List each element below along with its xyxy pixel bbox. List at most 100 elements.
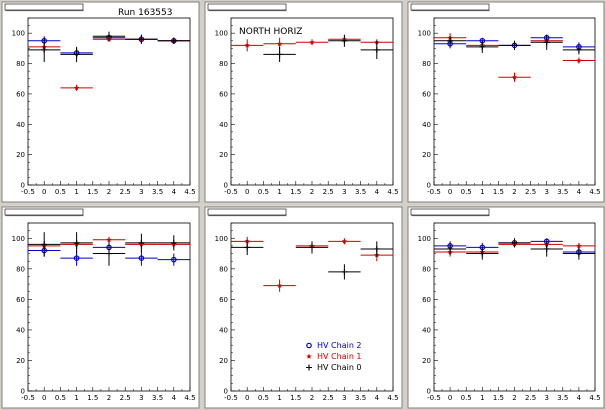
legend-label: HV Chain 1 xyxy=(317,352,362,361)
y-tick-label: 60 xyxy=(422,90,431,98)
x-tick-label: 1 xyxy=(480,188,484,196)
x-tick-label: 2.5 xyxy=(525,394,536,402)
data-point xyxy=(106,237,112,243)
panel-title-box xyxy=(207,3,287,11)
y-tick-label: 100 xyxy=(418,30,431,38)
x-tick-label: 1.5 xyxy=(87,394,98,402)
x-tick-label: 1.5 xyxy=(87,188,98,196)
data-point xyxy=(576,243,582,249)
data-point xyxy=(276,51,283,58)
x-tick-label: -0.5 xyxy=(224,188,238,196)
y-tick-label: 80 xyxy=(16,265,25,273)
data-point xyxy=(170,239,177,246)
y-tick-label: 80 xyxy=(219,265,228,273)
x-tick-label: 0.5 xyxy=(55,188,66,196)
x-tick-label: 0.5 xyxy=(461,394,472,402)
y-tick-label: 40 xyxy=(219,326,228,334)
data-point xyxy=(106,33,112,40)
panel-annotation: NORTH HORIZ xyxy=(239,27,302,37)
y-tick-label: 20 xyxy=(16,151,25,159)
series-2 xyxy=(434,238,595,260)
y-tick-label: 40 xyxy=(16,121,25,129)
x-tick-label: -0.5 xyxy=(427,188,441,196)
data-point xyxy=(575,250,582,257)
data-point xyxy=(511,74,518,80)
x-tick-label: 1.5 xyxy=(493,188,504,196)
x-tick-label: -0.5 xyxy=(21,394,35,402)
x-tick-label: 2 xyxy=(512,394,516,402)
x-tick-label: 3 xyxy=(544,188,548,196)
y-tick-label: 0 xyxy=(427,388,431,396)
x-tick-label: 2 xyxy=(107,188,111,196)
data-point xyxy=(373,245,380,252)
y-tick-label: 20 xyxy=(219,357,228,365)
data-point xyxy=(73,255,80,261)
y-tick-label: 100 xyxy=(12,30,25,38)
y-tick-label: 100 xyxy=(12,235,25,243)
x-tick-label: 4 xyxy=(172,394,177,402)
series-2 xyxy=(28,232,190,266)
x-tick-label: 1.5 xyxy=(493,394,504,402)
data-point xyxy=(543,39,550,46)
x-tick-label: 1 xyxy=(277,188,281,196)
x-tick-label: 3.5 xyxy=(557,394,568,402)
data-point xyxy=(276,41,283,47)
y-tick-label: 100 xyxy=(418,235,431,243)
x-tick-label: 3 xyxy=(342,394,346,402)
x-tick-label: 4 xyxy=(577,394,582,402)
data-point xyxy=(106,250,112,257)
y-tick-label: 80 xyxy=(16,60,25,68)
data-point xyxy=(309,244,315,251)
data-point xyxy=(511,42,518,49)
x-tick-label: 4 xyxy=(577,188,582,196)
data-point xyxy=(479,250,486,257)
x-tick-label: 1 xyxy=(74,188,78,196)
y-tick-label: 60 xyxy=(219,90,228,98)
data-point xyxy=(41,241,48,248)
x-tick-label: 1 xyxy=(480,394,484,402)
data-point xyxy=(138,239,145,246)
x-tick-label: 4 xyxy=(375,394,380,402)
x-tick-label: 2.5 xyxy=(323,188,334,196)
x-tick-label: 2.5 xyxy=(323,394,334,402)
x-tick-label: 3.5 xyxy=(152,188,163,196)
x-tick-label: 0.5 xyxy=(258,394,269,402)
x-tick-label: 3.5 xyxy=(152,394,163,402)
y-tick-label: 0 xyxy=(224,182,228,190)
y-tick-label: 20 xyxy=(422,357,431,365)
y-tick-label: 60 xyxy=(16,90,25,98)
x-tick-label: 3.5 xyxy=(355,394,366,402)
data-point xyxy=(73,85,80,91)
data-point xyxy=(138,36,145,43)
panel-title-box xyxy=(4,208,84,216)
legend-marker xyxy=(306,353,312,359)
x-tick-label: 0 xyxy=(245,188,249,196)
y-tick-label: 40 xyxy=(422,326,431,334)
panel-frame xyxy=(1,1,200,203)
panel-frame xyxy=(407,206,605,409)
data-point xyxy=(171,256,177,263)
panel-1: -0.5 0 0.5 1 1.5 2 2.5 3 3.5 4 4.5020406080100Run … xyxy=(1,1,200,203)
y-tick-label: 0 xyxy=(224,388,228,396)
data-point xyxy=(576,57,582,63)
x-tick-label: 1 xyxy=(277,394,281,402)
data-point xyxy=(447,37,454,44)
y-tick-label: 60 xyxy=(219,296,228,304)
data-point xyxy=(309,39,315,45)
x-tick-label: -0.5 xyxy=(21,188,35,196)
x-tick-label: 2.5 xyxy=(525,188,536,196)
x-tick-label: -0.5 xyxy=(224,394,238,402)
legend-label: HV Chain 2 xyxy=(317,341,362,350)
x-tick-label: 4 xyxy=(375,188,380,196)
legend-marker xyxy=(306,342,312,349)
x-tick-label: 3.5 xyxy=(355,188,366,196)
y-tick-label: 40 xyxy=(422,121,431,129)
x-tick-label: 3 xyxy=(544,394,548,402)
x-tick-label: 4.5 xyxy=(184,188,195,196)
panel-title-box xyxy=(410,208,490,216)
x-tick-label: 0.5 xyxy=(258,188,269,196)
legend: HV Chain 2 HV Chain 1 HV Chain 0 xyxy=(306,341,362,372)
x-tick-label: 2.5 xyxy=(120,394,131,402)
